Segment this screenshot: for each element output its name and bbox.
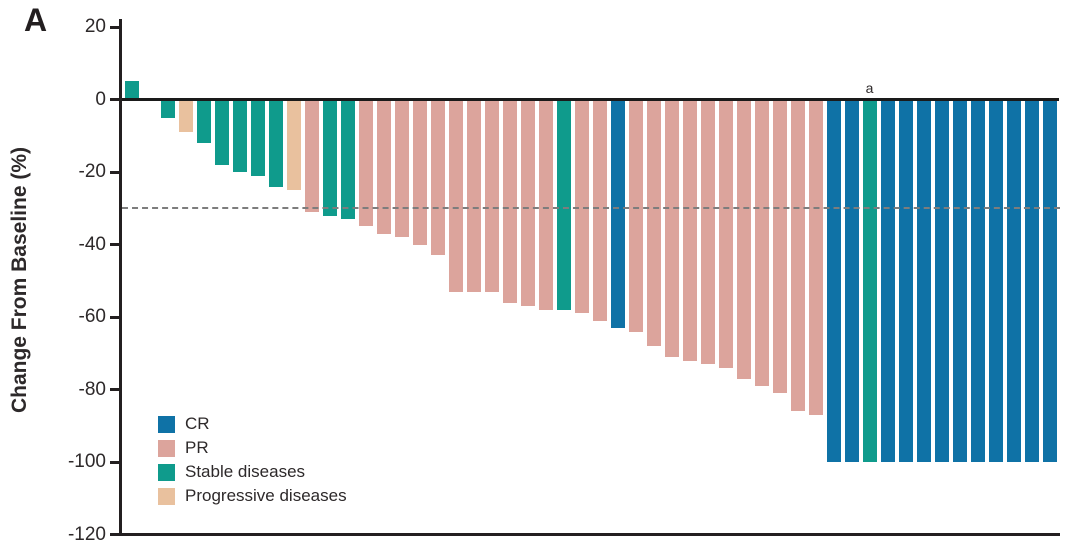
bar	[394, 99, 409, 238]
bar	[718, 99, 733, 368]
bar	[412, 99, 427, 245]
bar	[538, 99, 553, 310]
bar	[988, 99, 1003, 462]
bar	[952, 99, 967, 462]
bar	[916, 99, 931, 462]
bar	[286, 99, 301, 191]
legend-item-pr: PR	[158, 436, 347, 460]
y-tick-label: -120	[67, 523, 106, 545]
bar	[772, 99, 787, 394]
y-tick-mark	[110, 25, 119, 29]
y-tick-mark	[110, 533, 119, 536]
y-tick-label: -20	[78, 161, 106, 182]
legend-item-progressive-diseases: Progressive diseases	[158, 484, 347, 508]
bar	[1006, 99, 1021, 462]
x-axis-spine	[119, 533, 1060, 536]
bar	[448, 99, 463, 292]
y-tick-label: -80	[78, 378, 106, 400]
panel-label: A	[24, 2, 48, 38]
legend-swatch	[158, 463, 175, 481]
y-axis-title: Change From Baseline (%)	[8, 146, 31, 414]
bar	[430, 99, 445, 256]
bar	[124, 81, 139, 100]
bar	[322, 99, 337, 216]
y-axis-spine	[119, 19, 122, 536]
footnote-marker: a	[865, 80, 874, 96]
bar	[844, 99, 859, 462]
bar	[808, 99, 823, 415]
legend-swatch	[158, 415, 175, 433]
y-tick-mark	[110, 388, 119, 391]
bar	[754, 99, 769, 386]
bar	[862, 99, 877, 462]
bar	[970, 99, 985, 462]
bar	[250, 99, 265, 176]
bar	[736, 99, 751, 379]
y-tick-label: -40	[78, 233, 106, 255]
legend-label: Stable diseases	[185, 462, 306, 481]
bar	[268, 99, 283, 187]
y-tick-label: 0	[95, 88, 106, 110]
dashed-reference-line	[122, 206, 1060, 209]
bar	[160, 99, 175, 118]
bar	[502, 99, 517, 303]
bar	[358, 99, 373, 227]
bar	[178, 99, 193, 133]
bar	[934, 99, 949, 462]
bar	[628, 99, 643, 332]
bar	[592, 99, 607, 321]
bar	[1042, 99, 1057, 462]
legend-swatch	[158, 439, 175, 457]
legend-item-stable-diseases: Stable diseases	[158, 460, 347, 484]
bar	[196, 99, 211, 143]
legend-label: Progressive diseases	[185, 486, 347, 505]
legend-label: CR	[185, 414, 210, 433]
legend-swatch	[158, 487, 175, 505]
bar	[1024, 99, 1039, 462]
y-tick-mark	[110, 315, 119, 319]
bar	[682, 99, 697, 361]
y-tick-mark	[110, 460, 119, 464]
y-tick-mark	[110, 243, 119, 246]
bar	[646, 99, 661, 346]
bar	[232, 99, 247, 172]
y-tick-label: 20	[84, 16, 106, 37]
legend: CR PR Stable diseases Progressive diseases	[158, 412, 347, 508]
bar	[376, 99, 391, 234]
legend-label: PR	[185, 438, 209, 457]
bar	[664, 99, 679, 357]
bar	[610, 99, 625, 328]
bar	[826, 99, 841, 462]
bar	[340, 99, 355, 220]
y-tick-mark	[110, 98, 119, 101]
bar	[484, 99, 499, 292]
bar	[304, 99, 319, 212]
bar	[574, 99, 589, 314]
zero-baseline	[120, 98, 1059, 101]
bar	[466, 99, 481, 292]
bar	[700, 99, 715, 365]
bar	[880, 99, 895, 462]
bar	[520, 99, 535, 307]
bar	[790, 99, 805, 412]
y-tick-mark	[110, 170, 119, 174]
y-tick-label: -100	[67, 451, 106, 472]
legend-item-cr: CR	[158, 412, 347, 436]
bar	[214, 99, 229, 165]
bar	[556, 99, 571, 310]
bar	[898, 99, 913, 462]
y-tick-label: -60	[78, 306, 106, 327]
